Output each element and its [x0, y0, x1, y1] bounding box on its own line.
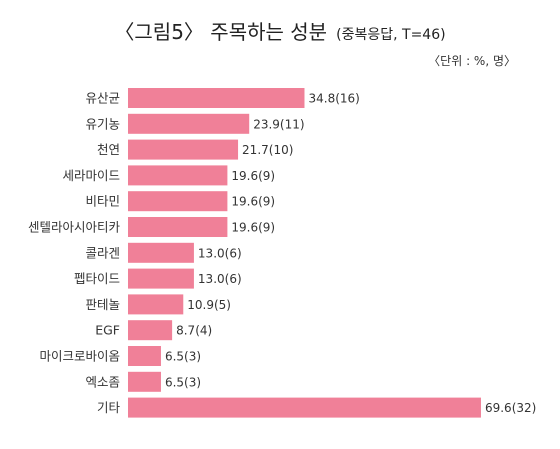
chart-title-block: 〈그림5〉 주목하는 성분 (중복응답, T=46)	[0, 16, 560, 45]
value-label: 19.6(9)	[231, 169, 275, 183]
value-label: 6.5(3)	[165, 375, 201, 389]
category-label: 엑소좀	[85, 374, 120, 389]
category-label: 유산균	[85, 91, 120, 106]
category-label: 센텔라아시아티카	[28, 220, 121, 235]
value-label: 23.9(11)	[253, 117, 304, 131]
value-label: 34.8(16)	[308, 92, 359, 106]
unit-note: 〈단위 : %, 명〉	[428, 54, 516, 68]
value-label: 8.7(4)	[176, 324, 212, 338]
category-label: 콜라겐	[85, 245, 120, 260]
category-label: 세라마이드	[62, 168, 120, 183]
bar	[128, 191, 228, 212]
bar	[128, 242, 194, 263]
chart-subtitle: (중복응답, T=46)	[336, 27, 446, 43]
category-label: 마이크로바이옴	[39, 349, 120, 364]
value-label: 21.7(10)	[242, 143, 293, 157]
value-label: 13.0(6)	[198, 272, 242, 286]
value-label: 19.6(9)	[231, 195, 275, 209]
category-label: 펩타이드	[74, 271, 120, 286]
category-label: 판테놀	[85, 297, 120, 312]
value-label: 69.6(32)	[485, 401, 536, 415]
value-label: 10.9(5)	[187, 298, 231, 312]
bar	[128, 139, 239, 160]
category-label: 유기농	[85, 116, 120, 131]
bar	[128, 346, 161, 366]
bar	[128, 268, 194, 289]
category-label: 기타	[97, 400, 121, 415]
bar	[128, 217, 228, 237]
bar	[128, 371, 161, 392]
value-label: 6.5(3)	[165, 350, 201, 364]
category-label: 비타민	[85, 194, 120, 209]
category-label: 천연	[97, 142, 120, 157]
bar	[128, 165, 228, 186]
value-label: 13.0(6)	[198, 246, 242, 260]
bar	[128, 113, 250, 134]
bar	[128, 320, 173, 341]
bar	[128, 397, 481, 418]
value-label: 19.6(9)	[231, 221, 275, 235]
bar	[128, 88, 305, 108]
bar	[128, 294, 184, 315]
chart-title: 〈그림5〉 주목하는 성분	[114, 20, 328, 44]
category-label: EGF	[95, 323, 120, 338]
